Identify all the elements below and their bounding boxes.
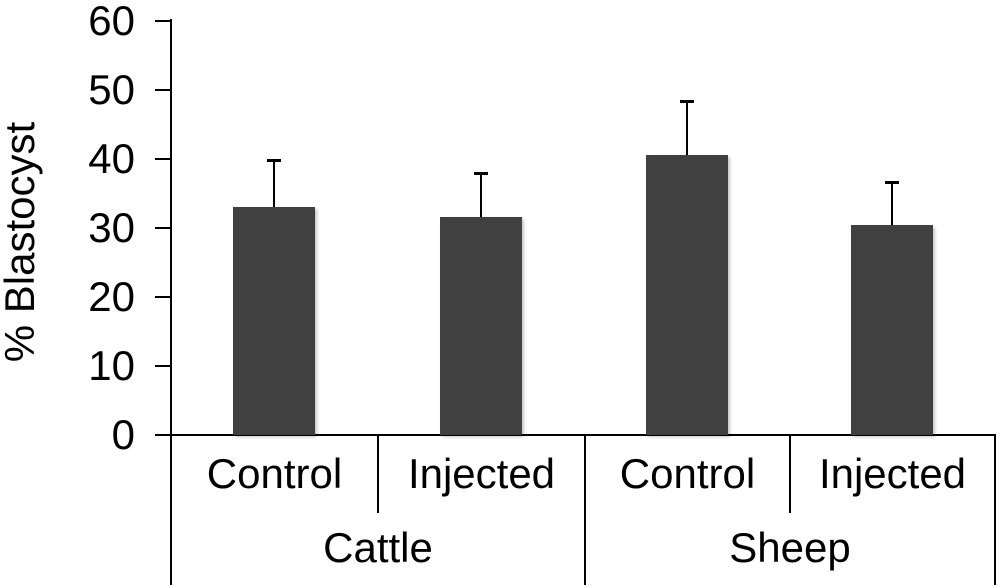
y-tick-label-0: 0: [111, 411, 135, 458]
group-separator: [584, 435, 586, 585]
bar-sheep-control: [645, 154, 728, 435]
category-label-cattle-control: Control: [206, 450, 343, 497]
error-whisker-cattle-control: [272, 160, 275, 208]
error-whisker-cattle-injected: [479, 172, 482, 217]
category-table-right-border: [994, 435, 996, 585]
y-tick-label-60: 60: [88, 0, 135, 44]
bar-cattle-control: [232, 207, 315, 435]
y-tick-label-20: 20: [88, 272, 135, 320]
error-whisker-sheep-injected: [890, 181, 893, 226]
error-cap-cattle-injected: [473, 171, 488, 175]
y-tick-mark-10: [155, 364, 170, 367]
error-cap-sheep-injected: [884, 180, 899, 184]
category-label-cattle-injected: Injected: [407, 450, 556, 497]
y-tick-label-30: 30: [88, 203, 135, 251]
y-tick-label-50: 50: [88, 65, 135, 113]
category-separator-sheep: [789, 435, 791, 513]
category-table-left-border: [170, 435, 172, 585]
group-label-cattle: Cattle: [323, 524, 433, 571]
error-whisker-sheep-control: [685, 100, 688, 155]
category-label-sheep-control: Control: [619, 450, 756, 497]
y-axis-line: [170, 19, 172, 585]
bar-sheep-injected: [850, 225, 933, 435]
bar-cattle-injected: [439, 216, 522, 435]
group-label-sheep: Sheep: [729, 524, 851, 571]
y-tick-label-40: 40: [88, 134, 135, 182]
y-tick-label-10: 10: [88, 341, 135, 389]
x-axis-baseline: [155, 434, 996, 436]
error-cap-sheep-control: [679, 99, 694, 103]
y-tick-mark-30: [155, 226, 170, 229]
category-separator-cattle: [377, 435, 379, 513]
y-tick-mark-20: [155, 295, 170, 298]
y-tick-mark-50: [155, 88, 170, 91]
error-cap-cattle-control: [266, 159, 281, 163]
category-label-sheep-injected: Injected: [818, 450, 967, 497]
y-tick-mark-40: [155, 157, 170, 160]
y-tick-mark-60: [155, 19, 170, 22]
